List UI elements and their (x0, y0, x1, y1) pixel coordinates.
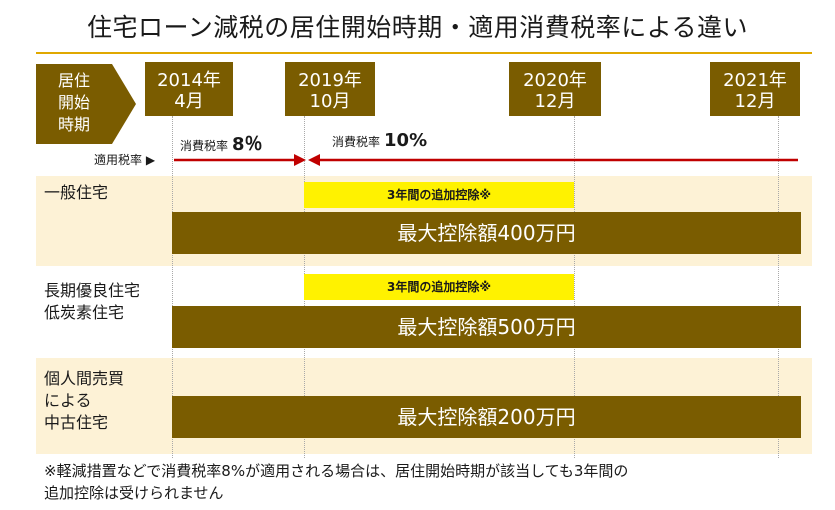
rate-8-prefix: 消費税率 (180, 139, 229, 153)
period-label-line: 居住 (57, 71, 90, 90)
category-label-long-term: 長期優良住宅 低炭素住宅 (44, 280, 140, 324)
footnote-line: ※軽減措置などで消費税率8%が適用される場合は、居住開始時期が該当しても3年間の (44, 462, 629, 480)
max-deduction-bar: 最大控除額400万円 (172, 212, 801, 254)
period-label-line: 時期 (57, 115, 90, 134)
date-year: 2021年 (723, 70, 787, 91)
rate-10-arrow (308, 154, 798, 166)
rate-8-value: 8％ (232, 134, 263, 155)
date-year: 2020年 (523, 70, 587, 91)
tax-rate-label: 適用税率 ▶ (94, 153, 156, 167)
period-label: 居住 開始 時期 (36, 70, 112, 136)
category-label-used-private: 個人間売買 による 中古住宅 (44, 368, 124, 434)
period-label-line: 開始 (57, 93, 90, 112)
category-label-line: 長期優良住宅 (44, 281, 141, 300)
rate-8-text: 消費税率 8％ (180, 130, 263, 156)
category-label-line: による (44, 391, 92, 410)
category-label-line: 低炭素住宅 (44, 303, 125, 322)
date-box-2021-12: 2021年 12月 (710, 62, 800, 116)
extra-deduction-bar: 3年間の追加控除※ (304, 182, 574, 208)
period-label-arrow (36, 64, 136, 144)
extra-deduction-bar: 3年間の追加控除※ (304, 274, 574, 300)
max-deduction-bar: 最大控除額500万円 (172, 306, 801, 348)
timeline-guide (172, 116, 173, 458)
date-year: 2019年 (298, 70, 362, 91)
date-year: 2014年 (157, 70, 221, 91)
date-month: 12月 (534, 91, 576, 112)
footnote: ※軽減措置などで消費税率8%が適用される場合は、居住開始時期が該当しても3年間の… (44, 460, 824, 504)
timeline-guide (574, 116, 575, 458)
rate-10-value: 10% (384, 130, 428, 151)
date-box-2019-10: 2019年 10月 (285, 62, 375, 116)
date-month: 10月 (309, 91, 351, 112)
rate-8-arrow (174, 154, 306, 166)
title-rule (36, 52, 812, 54)
timeline-guide (778, 116, 779, 458)
footnote-line: 追加控除は受けられません (44, 484, 224, 502)
page-title: 住宅ローン減税の居住開始時期・適用消費税率による違い (86, 13, 748, 42)
rate-10-prefix: 消費税率 (332, 135, 381, 149)
rate-10-text: 消費税率 10% (332, 130, 427, 151)
date-box-2014-04: 2014年 4月 (145, 62, 233, 116)
category-label-general: 一般住宅 (44, 182, 108, 204)
category-label-line: 一般住宅 (44, 183, 109, 202)
date-box-2020-12: 2020年 12月 (509, 62, 601, 116)
date-month: 12月 (734, 91, 776, 112)
category-label-line: 中古住宅 (44, 413, 109, 432)
date-month: 4月 (174, 91, 204, 112)
max-deduction-bar: 最大控除額200万円 (172, 396, 801, 438)
category-label-line: 個人間売買 (44, 369, 125, 388)
